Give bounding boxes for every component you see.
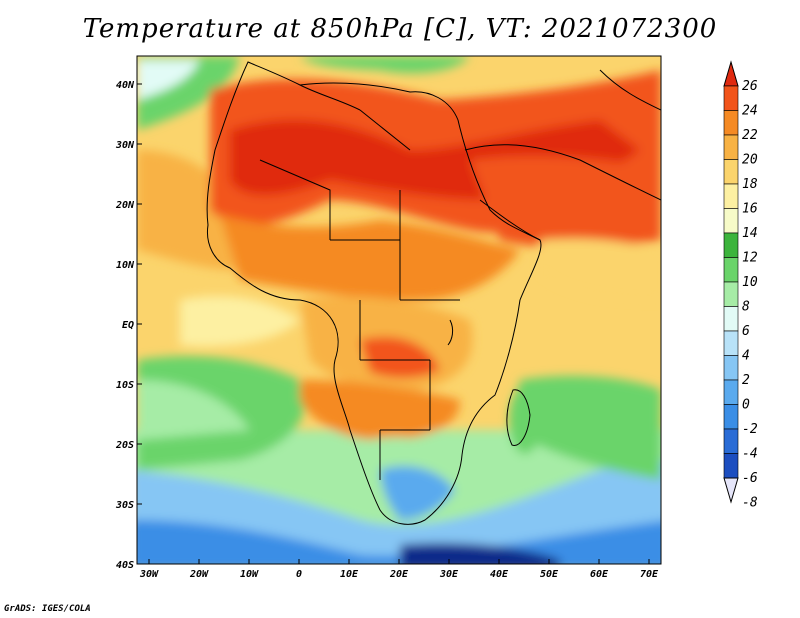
colorbar-swatch: [723, 428, 739, 454]
colorbar-swatch: [723, 183, 739, 209]
colorbar-label: 26: [742, 79, 758, 94]
colorbar-swatch: [723, 110, 739, 136]
colorbar-swatch: [723, 134, 739, 160]
colorbar-label: -6: [742, 471, 758, 486]
colorbar-label: 18: [742, 177, 758, 192]
temperature-field: [137, 56, 661, 564]
colorbar-swatch: [723, 379, 739, 405]
y-tick-label: 20N: [115, 200, 135, 211]
colorbar-label: 6: [742, 324, 750, 339]
colorbar-top-arrow: [723, 60, 739, 87]
coastlines: [206, 61, 661, 525]
y-tick-label: 30N: [115, 140, 135, 151]
colorbar-swatch: [723, 306, 739, 332]
colorbar-label: 20: [742, 153, 758, 168]
colorbar-swatch: [723, 453, 739, 479]
colorbar-label: 4: [742, 349, 750, 364]
colorbar-swatch: [723, 85, 739, 111]
y-tick-label: 40S: [116, 560, 134, 571]
colorbar-swatch: [723, 232, 739, 258]
x-tick-label: 10W: [240, 569, 259, 580]
y-tick-label: 10S: [116, 380, 134, 391]
colorbar-label: -2: [742, 422, 758, 437]
colorbar-swatch: [723, 355, 739, 381]
y-tick-label: 10N: [116, 260, 135, 271]
x-tick-label: 50E: [540, 569, 559, 580]
x-tick-label: 30E: [439, 569, 459, 580]
colorbar-label: 16: [742, 202, 758, 217]
x-tick-label: 40E: [490, 569, 509, 580]
colorbar-swatch: [723, 257, 739, 283]
colorbar-label: 10: [742, 275, 758, 290]
map-title: Temperature at 850hPa [C], VT: 202107230…: [82, 14, 718, 44]
x-tick-label: 10E: [340, 569, 359, 580]
colorbar-label: -4: [742, 447, 758, 462]
y-tick-label: 40N: [116, 80, 135, 91]
colorbar-label: 2: [742, 373, 750, 388]
x-tick-label: 0: [296, 569, 302, 580]
x-tick-label: 20E: [389, 569, 409, 580]
colorbar-swatch: [723, 208, 739, 234]
credit-label: GrADS: IGES/COLA: [4, 604, 91, 614]
colorbar-label: 0: [742, 398, 750, 413]
colorbar-label: 22: [742, 128, 758, 143]
colorbar-label: 12: [742, 251, 758, 266]
y-tick-label: 30S: [115, 500, 134, 511]
x-tick-label: 20W: [189, 569, 209, 580]
x-tick-label: 60E: [590, 569, 609, 580]
colorbar-label: -8: [742, 496, 758, 511]
colorbar-label: 14: [742, 226, 758, 241]
colorbar-swatch: [723, 159, 739, 185]
colorbar-bottom-arrow: [723, 477, 739, 504]
colorbar-label: 8: [742, 300, 750, 315]
y-tick-label: EQ: [122, 320, 134, 331]
colorbar-swatch: [723, 404, 739, 430]
colorbar-label: 24: [742, 104, 758, 119]
x-tick-label: 30W: [139, 569, 159, 580]
colorbar-swatch: [723, 330, 739, 356]
y-tick-label: 20S: [115, 440, 134, 451]
x-tick-label: 70E: [640, 569, 659, 580]
axis-ticks: 30W 20W 10W 0 10E 20E 30E 40E 50E 60E 70E 40N 30N 20N…: [115, 80, 659, 580]
colorbar-swatch: [723, 281, 739, 307]
